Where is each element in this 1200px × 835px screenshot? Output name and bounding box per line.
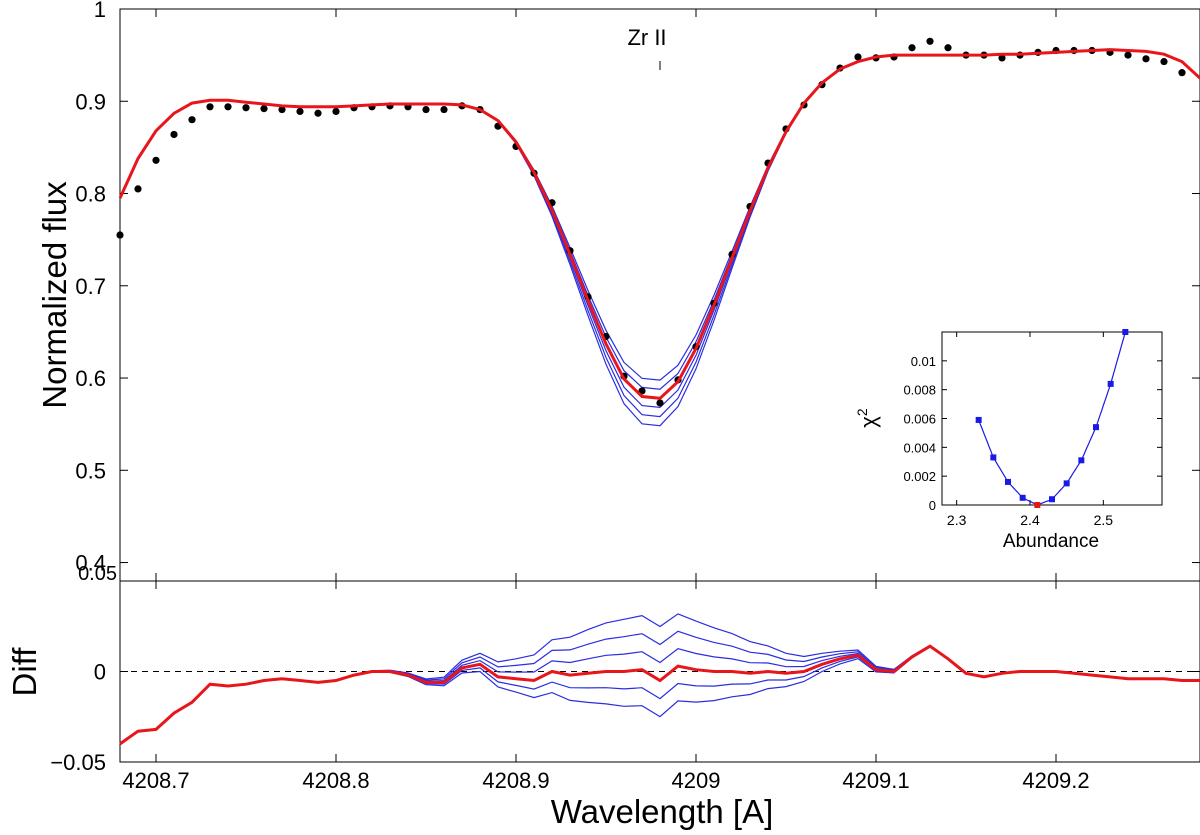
- x-tick-label: 4209: [672, 768, 721, 793]
- chi2-marker: [1049, 496, 1055, 503]
- inset-y-axis-title: χ2: [854, 408, 881, 428]
- chi2-marker: [1063, 480, 1070, 487]
- observed-point: [188, 116, 196, 124]
- x-tick-label: 4209.1: [842, 768, 909, 793]
- inset-plot-frame: [941, 331, 1163, 506]
- residual-axis-ticks: −0.05 0 4208.7 4208.8 4208.9 4209 4209.1 4209.2: [50, 580, 1200, 793]
- observed-point: [152, 156, 160, 164]
- observed-point: [908, 44, 916, 52]
- chi2-marker: [990, 454, 997, 461]
- observed-point: [998, 54, 1006, 62]
- best-fit-line: [118, 48, 1200, 400]
- observed-point: [260, 105, 268, 113]
- main-ytick-label: 0.7: [75, 274, 106, 299]
- x-tick-label: 4209.2: [1022, 768, 1089, 793]
- observed-point: [296, 107, 304, 116]
- inset-axis-ticks: 0 0.002 0.004 0.006 0.008 0.01 2.3 2.4 2.5: [903, 332, 1162, 528]
- chi2-inset: 0 0.002 0.004 0.006 0.008 0.01 2.3 2.4 2.5 Abund…: [854, 329, 1163, 552]
- observed-point: [440, 105, 448, 114]
- main-panel: 0.4 0.5 0.6 0.7 0.8 0.9 1 Normalized flux Zr I…: [36, 0, 1200, 585]
- zr-annotation-label: Zr II: [627, 25, 666, 50]
- inset-xtick-label: 2.4: [1020, 512, 1040, 528]
- main-ytick-label: 0.5: [75, 458, 106, 483]
- inset-ytick-label: 0.008: [903, 383, 936, 398]
- inset-xtick-label: 2.3: [947, 512, 967, 528]
- inset-ytick-label: 0.002: [903, 469, 936, 484]
- main-ytick-label: 0.6: [75, 366, 106, 391]
- main-ytick-label: 0.9: [75, 89, 106, 114]
- inset-xtick-label: 2.5: [1094, 512, 1114, 528]
- x-tick-label: 4208.8: [302, 768, 369, 793]
- observed-point: [206, 103, 214, 111]
- inset-ytick-label: 0.006: [903, 412, 936, 427]
- residual-best-fit-line: [119, 644, 1200, 746]
- main-y-axis-title: Normalized flux: [36, 181, 73, 409]
- observed-point: [1160, 57, 1168, 66]
- observed-point: [170, 130, 178, 139]
- observed-point: [1178, 69, 1186, 77]
- chi2-marker: [1093, 424, 1099, 431]
- x-axis-title: Wavelength [A]: [551, 793, 774, 830]
- chi2-marker: [1019, 494, 1026, 501]
- main-ytick-label: 0.4: [75, 551, 106, 576]
- observed-point: [224, 103, 232, 111]
- observed-point: [944, 44, 952, 52]
- chi-superscript: 2: [854, 408, 870, 416]
- residual-ytick-label: −0.05: [50, 750, 106, 775]
- observed-point: [116, 231, 124, 239]
- chi2-marker: [1005, 478, 1011, 485]
- observed-point: [332, 107, 340, 116]
- x-tick-label: 4208.7: [122, 768, 189, 793]
- inset-ytick-label: 0.004: [903, 440, 936, 455]
- x-tick-label: 4208.9: [482, 768, 549, 793]
- observed-point: [134, 185, 142, 193]
- main-ytick-label: 1: [94, 0, 106, 22]
- inset-x-axis-title: Abundance: [1003, 531, 1099, 552]
- main-extra-label: 0.05: [78, 563, 117, 585]
- chi2-marker: [1107, 380, 1114, 387]
- residual-panel: −0.05 0 4208.7 4208.8 4208.9 4209 4209.1 4209.2…: [6, 580, 1200, 830]
- residual-best-fit-path: [119, 644, 1200, 746]
- chi2-minimum-marker: [1034, 502, 1041, 508]
- chi2-marker: [1122, 329, 1129, 335]
- inset-ytick-label: 0: [929, 498, 936, 513]
- residual-ytick-label: 0: [94, 660, 106, 685]
- chi2-marker: [1078, 457, 1085, 464]
- chi2-curve: [975, 329, 1129, 508]
- observed-point: [422, 105, 430, 114]
- observed-point: [278, 105, 286, 114]
- observed-point: [314, 109, 322, 117]
- main-axis-ticks: 0.4 0.5 0.6 0.7 0.8 0.9 1: [75, 0, 1200, 581]
- chi2-marker: [975, 416, 982, 423]
- observed-point: [242, 104, 250, 112]
- best-fit-path: [118, 48, 1200, 400]
- observed-point: [1142, 55, 1150, 63]
- observed-point: [926, 37, 934, 45]
- observed-point: [854, 53, 862, 61]
- chi-symbol: χ: [856, 416, 881, 428]
- residual-y-axis-title: Diff: [6, 647, 43, 697]
- observed-point: [656, 399, 664, 407]
- main-ytick-label: 0.8: [75, 182, 106, 207]
- observed-point: [1124, 51, 1132, 59]
- inset-ytick-label: 0.01: [911, 354, 936, 369]
